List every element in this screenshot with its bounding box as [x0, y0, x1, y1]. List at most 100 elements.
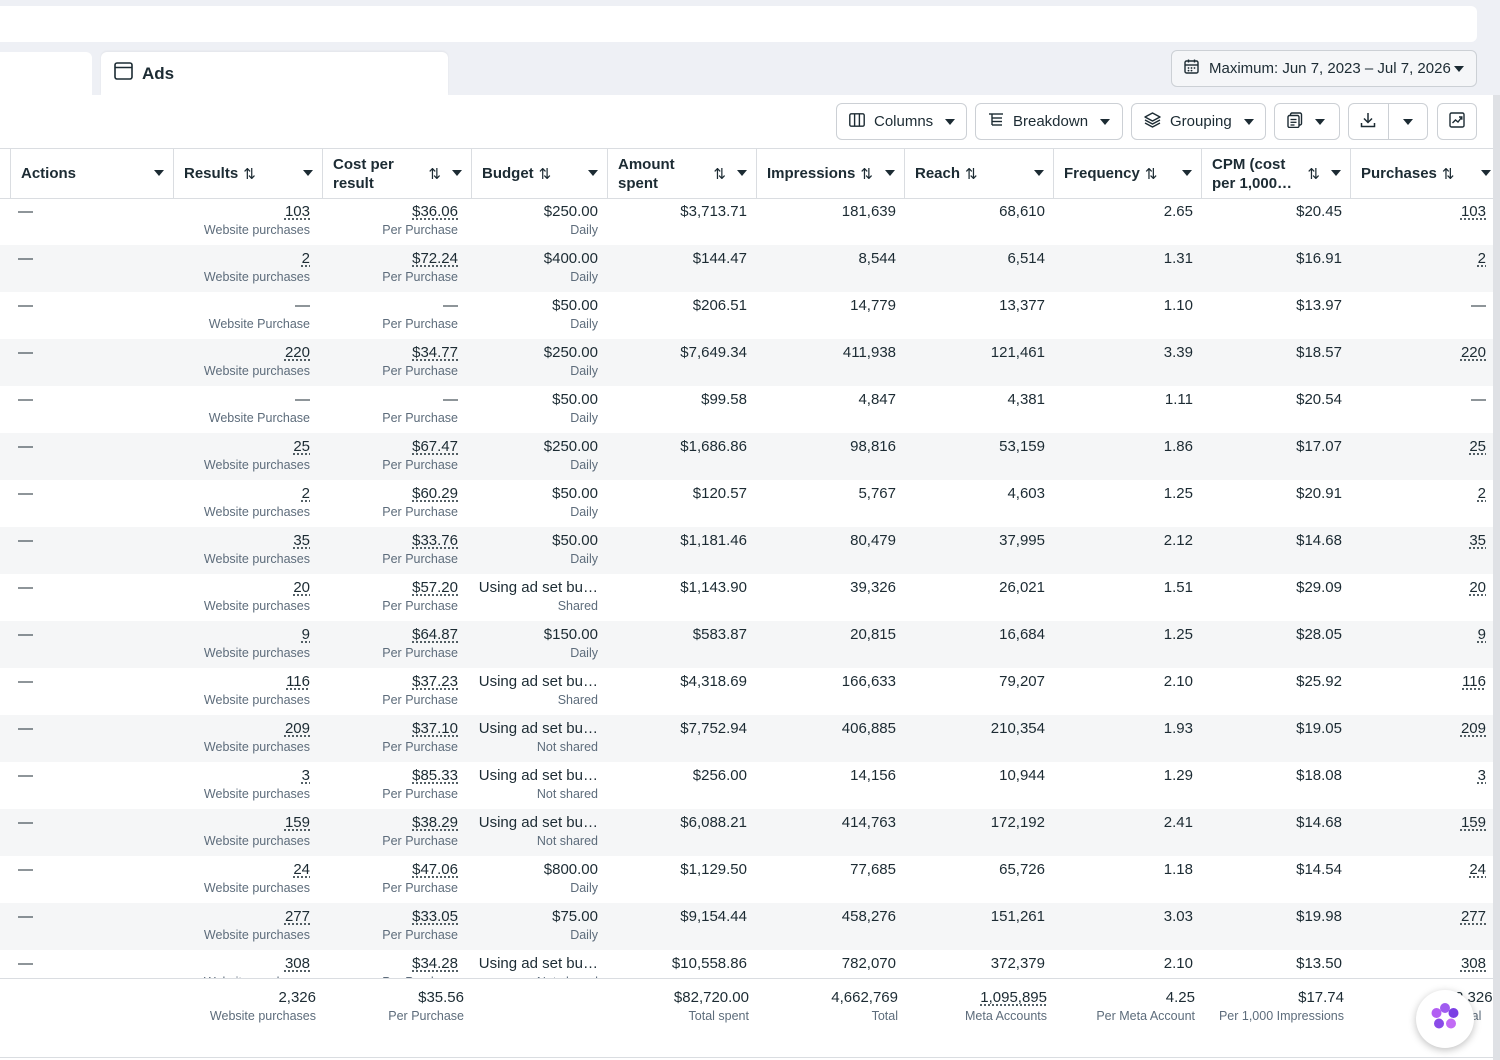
- cell-results[interactable]: 103 Website purchases: [204, 203, 310, 237]
- cell-cost-per-result[interactable]: $57.20 Per Purchase: [382, 579, 458, 613]
- table-row[interactable]: —277 Website purchases $33.05 Per Purchase $…: [0, 903, 1493, 950]
- sort-icon[interactable]: ⇅: [1441, 165, 1455, 183]
- view-charts-button[interactable]: [1437, 103, 1477, 140]
- cell-cost-per-result[interactable]: $72.24 Per Purchase: [382, 250, 458, 284]
- cell-cost-per-result[interactable]: $64.87 Per Purchase: [382, 626, 458, 660]
- cell-cost-per-result[interactable]: $38.29 Per Purchase: [382, 814, 458, 848]
- table-row[interactable]: — 2 Website purchases $72.24 Per Purchase $40…: [0, 245, 1493, 292]
- cell-results[interactable]: 24 Website purchases: [204, 861, 310, 895]
- cell-purchases[interactable]: 35: [1469, 532, 1486, 549]
- cell-results[interactable]: 159 Website purchases: [204, 814, 310, 848]
- sort-icon[interactable]: ⇅: [965, 165, 978, 183]
- column-header-impressions[interactable]: Impressions ⇅: [756, 149, 904, 198]
- column-header-results[interactable]: Results ⇅: [173, 149, 322, 198]
- sort-icon[interactable]: ⇅: [1307, 165, 1320, 183]
- sort-icon[interactable]: ⇅: [243, 165, 256, 183]
- table-row[interactable]: — 2 Website purchases $60.29 Per Purchase $50…: [0, 480, 1493, 527]
- cell-purchases[interactable]: —: [1471, 391, 1486, 408]
- chevron-down-icon[interactable]: [154, 170, 164, 176]
- cell-purchases[interactable]: 220: [1461, 344, 1486, 361]
- sort-icon[interactable]: ⇅: [538, 165, 552, 183]
- ai-assistant-button[interactable]: [1416, 990, 1474, 1048]
- cell-results[interactable]: 116 Website purchases: [204, 673, 310, 707]
- column-header-budget[interactable]: Budget ⇅: [471, 149, 607, 198]
- vertical-scrollbar[interactable]: [1493, 95, 1500, 1060]
- chevron-down-icon[interactable]: [885, 170, 895, 176]
- chevron-down-icon[interactable]: [452, 170, 462, 176]
- cell-cost-per-result[interactable]: $33.05 Per Purchase: [382, 908, 458, 942]
- table-row[interactable]: — 159 Website purchases $38.29 Per Purchase U…: [0, 809, 1493, 856]
- cell-cost-per-result[interactable]: $67.47 Per Purchase: [382, 438, 458, 472]
- cell-cost-per-result[interactable]: $37.23 Per Purchase: [382, 673, 458, 707]
- sort-icon[interactable]: ⇅: [860, 165, 873, 183]
- cell-cost-per-result[interactable]: — Per Purchase: [382, 391, 458, 425]
- table-row[interactable]: —103 Website purchases $36.06 Per Purchase $…: [0, 198, 1493, 245]
- cell-results[interactable]: — Website Purchase: [209, 391, 310, 425]
- cell-results[interactable]: 277 Website purchases: [204, 908, 310, 942]
- sort-icon[interactable]: ⇅: [1144, 165, 1158, 183]
- cell-cost-per-result[interactable]: $36.06 Per Purchase: [382, 203, 458, 237]
- breakdown-button[interactable]: Breakdown: [975, 103, 1123, 140]
- date-range-button[interactable]: Maximum: Jun 7, 2023 – Jul 7, 2026: [1171, 50, 1477, 87]
- cell-results[interactable]: — Website Purchase: [209, 297, 310, 331]
- table-row[interactable]: — 20 Website purchases $57.20 Per Purchase Us…: [0, 574, 1493, 621]
- cell-results[interactable]: 308 Website purchases: [204, 955, 310, 978]
- cell-results[interactable]: 2 Website purchases: [204, 250, 310, 284]
- cell-results[interactable]: 25 Website purchases: [204, 438, 310, 472]
- export-dropdown-button[interactable]: [1389, 104, 1427, 139]
- cell-purchases[interactable]: 20: [1469, 579, 1486, 596]
- cell-purchases[interactable]: 25: [1469, 438, 1486, 455]
- cell-purchases[interactable]: 116: [1462, 673, 1486, 690]
- column-header-cpm[interactable]: CPM (cost per 1,000… ⇅: [1201, 149, 1350, 198]
- cell-purchases[interactable]: 24: [1469, 861, 1486, 878]
- cell-purchases[interactable]: 3: [1478, 767, 1486, 784]
- column-header-reach[interactable]: Reach ⇅: [904, 149, 1053, 198]
- sort-icon[interactable]: ⇅: [428, 165, 441, 183]
- cell-purchases[interactable]: 2: [1478, 250, 1486, 267]
- cell-results[interactable]: 20 Website purchases: [204, 579, 310, 613]
- table-row[interactable]: — 3 Website purchases $85.33 Per Purchase Usi…: [0, 762, 1493, 809]
- table-row[interactable]: — — Website Purchase — Per Purchase $50.00 Dai…: [0, 292, 1493, 339]
- cell-purchases[interactable]: 308: [1461, 955, 1486, 972]
- cell-cost-per-result[interactable]: $60.29 Per Purchase: [382, 485, 458, 519]
- grouping-button[interactable]: Grouping: [1131, 103, 1266, 140]
- column-header-purchases[interactable]: Purchases ⇅: [1350, 149, 1493, 198]
- column-header-amount-spent[interactable]: Amount spent ⇅: [607, 149, 756, 198]
- chevron-down-icon[interactable]: [303, 170, 313, 176]
- cell-cost-per-result[interactable]: $47.06 Per Purchase: [382, 861, 458, 895]
- sort-icon[interactable]: ⇅: [713, 165, 726, 183]
- cell-results[interactable]: 3 Website purchases: [204, 767, 310, 801]
- cell-cost-per-result[interactable]: $34.28 Per Purchase: [382, 955, 458, 978]
- cell-cost-per-result[interactable]: $85.33 Per Purchase: [382, 767, 458, 801]
- chevron-down-icon[interactable]: [737, 170, 747, 176]
- cell-cost-per-result[interactable]: $34.77 Per Purchase: [382, 344, 458, 378]
- table-row[interactable]: — 9 Website purchases $64.87 Per Purchase $15…: [0, 621, 1493, 668]
- cell-cost-per-result[interactable]: — Per Purchase: [382, 297, 458, 331]
- column-header-frequency[interactable]: Frequency ⇅: [1053, 149, 1201, 198]
- chevron-down-icon[interactable]: [1331, 170, 1341, 176]
- cell-results[interactable]: 209 Website purchases: [204, 720, 310, 754]
- cell-results[interactable]: 35 Website purchases: [204, 532, 310, 566]
- table-row[interactable]: — 25 Website purchases $67.47 Per Purchase $2…: [0, 433, 1493, 480]
- table-row[interactable]: — — Website Purchase — Per Purchase $50.00 Dai…: [0, 386, 1493, 433]
- cell-purchases[interactable]: —: [1471, 297, 1486, 314]
- table-row[interactable]: — 24 Website purchases $47.06 Per Purchase $8…: [0, 856, 1493, 903]
- table-row[interactable]: — 308 Website purchases $34.28 Per Purchase U…: [0, 950, 1493, 978]
- cell-results[interactable]: 2 Website purchases: [204, 485, 310, 519]
- cell-purchases[interactable]: 9: [1478, 626, 1486, 643]
- chevron-down-icon[interactable]: [1481, 170, 1491, 176]
- chevron-down-icon[interactable]: [588, 170, 598, 176]
- cell-purchases[interactable]: 209: [1461, 720, 1486, 737]
- cell-purchases[interactable]: 103: [1461, 203, 1486, 220]
- table-row[interactable]: — 116 Website purchases $37.23 Per Purchase U…: [0, 668, 1493, 715]
- cell-results[interactable]: 220 Website purchases: [204, 344, 310, 378]
- column-header-cost-per-result[interactable]: Cost per result ⇅: [322, 149, 471, 198]
- table-row[interactable]: — 209 Website purchases $37.10 Per Purchase U…: [0, 715, 1493, 762]
- cell-purchases[interactable]: 2: [1478, 485, 1486, 502]
- columns-button[interactable]: Columns: [836, 103, 967, 140]
- chevron-down-icon[interactable]: [1182, 170, 1192, 176]
- tab-previous[interactable]: [0, 52, 92, 95]
- cell-purchases[interactable]: 277: [1461, 908, 1486, 925]
- cell-cost-per-result[interactable]: $33.76 Per Purchase: [382, 532, 458, 566]
- table-row[interactable]: —220 Website purchases $34.77 Per Purchase $…: [0, 339, 1493, 386]
